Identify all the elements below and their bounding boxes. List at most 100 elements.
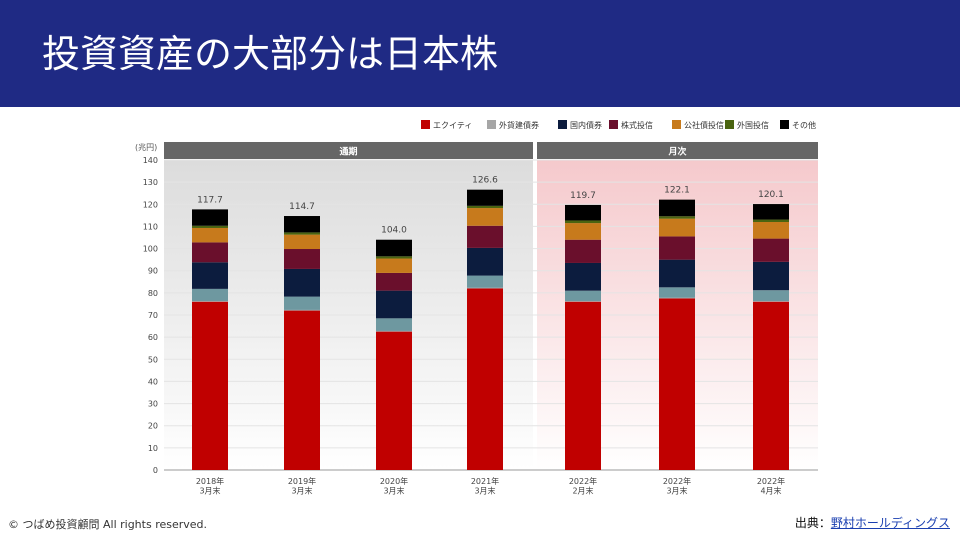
y-tick-label: 140 <box>143 156 158 165</box>
bar-segment <box>376 290 412 319</box>
x-tick-label: 3月末 <box>383 486 404 496</box>
bar-segment <box>753 290 789 302</box>
x-tick-label: 2月末 <box>572 486 593 496</box>
bar-segment <box>467 189 503 206</box>
bar-total-label: 122.1 <box>664 186 690 196</box>
bar-segment <box>565 220 601 224</box>
y-tick-label: 80 <box>148 289 158 298</box>
x-tick-label: 2021年 <box>471 476 499 486</box>
y-tick-label: 30 <box>148 400 158 409</box>
x-tick-label: 3月末 <box>199 486 220 496</box>
bar-segment <box>753 204 789 220</box>
x-tick-label: 3月末 <box>474 486 495 496</box>
bar-segment <box>659 298 695 470</box>
bar-segment <box>192 301 228 470</box>
bar-segment <box>284 309 320 311</box>
section-header-bar <box>164 142 533 159</box>
y-tick-label: 50 <box>148 355 158 364</box>
bar-segment <box>659 259 695 288</box>
title-banner: 投資資産の大部分は日本株 <box>0 0 960 107</box>
legend-label: 外貨建債券 <box>499 120 539 130</box>
y-tick-label: 10 <box>148 444 158 453</box>
bar-segment <box>659 236 695 260</box>
bar-segment <box>659 297 695 299</box>
bar-segment <box>659 218 695 237</box>
bar-segment <box>376 330 412 332</box>
bar-segment <box>467 288 503 470</box>
section-header-label: 月次 <box>667 146 686 158</box>
bar-segment <box>467 287 503 289</box>
bar-segment <box>284 232 320 235</box>
bar-total-label: 120.1 <box>758 190 784 200</box>
bar-segment <box>565 239 601 263</box>
bar-segment <box>376 256 412 259</box>
x-tick-label: 2022年 <box>569 476 597 486</box>
bar-segment <box>659 287 695 298</box>
y-tick-label: 120 <box>143 200 158 209</box>
bar-segment <box>376 331 412 470</box>
legend-swatch <box>421 120 430 129</box>
bar-total-label: 104.0 <box>381 226 407 236</box>
bar-segment <box>565 301 601 302</box>
section-header-label: 通期 <box>339 146 357 158</box>
bar-segment <box>284 268 320 297</box>
bar-segment <box>565 223 601 240</box>
y-tick-label: 20 <box>148 422 158 431</box>
page-title: 投資資産の大部分は日本株 <box>42 32 499 76</box>
x-tick-label: 3月末 <box>291 486 312 496</box>
x-tick-label: 4月末 <box>760 486 781 496</box>
bar-segment <box>659 199 695 217</box>
bar-segment <box>376 318 412 331</box>
legend-swatch <box>609 120 618 129</box>
y-tick-label: 100 <box>143 245 158 254</box>
legend-label: 外国投信 <box>737 120 769 130</box>
legend-label: 国内債券 <box>570 120 602 130</box>
y-tick-label: 0 <box>153 466 158 475</box>
y-tick-label: 70 <box>148 311 158 320</box>
bar-segment <box>284 310 320 470</box>
bar-segment <box>467 205 503 209</box>
bar-segment <box>753 222 789 239</box>
y-tick-label: 110 <box>143 222 158 231</box>
bar-segment <box>284 249 320 269</box>
x-tick-label: 2019年 <box>288 476 316 486</box>
bar-total-label: 117.7 <box>197 195 223 205</box>
bar-segment <box>565 262 601 291</box>
bar-segment <box>192 301 228 302</box>
bar-segment <box>753 238 789 262</box>
x-tick-label: 3月末 <box>666 486 687 496</box>
bar-segment <box>565 290 601 302</box>
x-tick-label: 2020年 <box>380 476 408 486</box>
bar-segment <box>467 208 503 226</box>
legend-swatch <box>725 120 734 129</box>
y-tick-label: 40 <box>148 377 158 386</box>
bar-segment <box>192 227 228 243</box>
legend-label: エクイティ <box>433 121 472 130</box>
bar-segment <box>467 247 503 276</box>
source-link[interactable]: 野村ホールディングス <box>830 516 950 530</box>
legend-swatch <box>780 120 789 129</box>
x-tick-label: 2022年 <box>663 476 691 486</box>
y-tick-label: 90 <box>148 267 158 276</box>
bar-segment <box>753 261 789 291</box>
legend-label: 株式投信 <box>621 120 653 130</box>
bar-segment <box>192 242 228 263</box>
bar-segment <box>192 288 228 302</box>
copyright-text: © つばめ投資顧問 All rights reserved. <box>8 518 208 531</box>
y-tick-label: 130 <box>143 178 158 187</box>
bar-segment <box>376 239 412 257</box>
legend-swatch <box>558 120 567 129</box>
bar-segment <box>192 262 228 289</box>
bar-total-label: 119.7 <box>570 191 596 201</box>
bar-segment <box>284 216 320 233</box>
source-citation: 出典：野村ホールディングス <box>795 514 950 531</box>
source-label: 出典： <box>794 516 831 530</box>
x-tick-label: 2022年 <box>757 476 785 486</box>
legend-label: 公社債投信 <box>684 120 724 130</box>
bar-segment <box>753 301 789 470</box>
y-tick-label: 60 <box>148 333 158 342</box>
legend-swatch <box>672 120 681 129</box>
bar-segment <box>284 234 320 250</box>
bar-segment <box>376 272 412 291</box>
bar-segment <box>467 275 503 288</box>
